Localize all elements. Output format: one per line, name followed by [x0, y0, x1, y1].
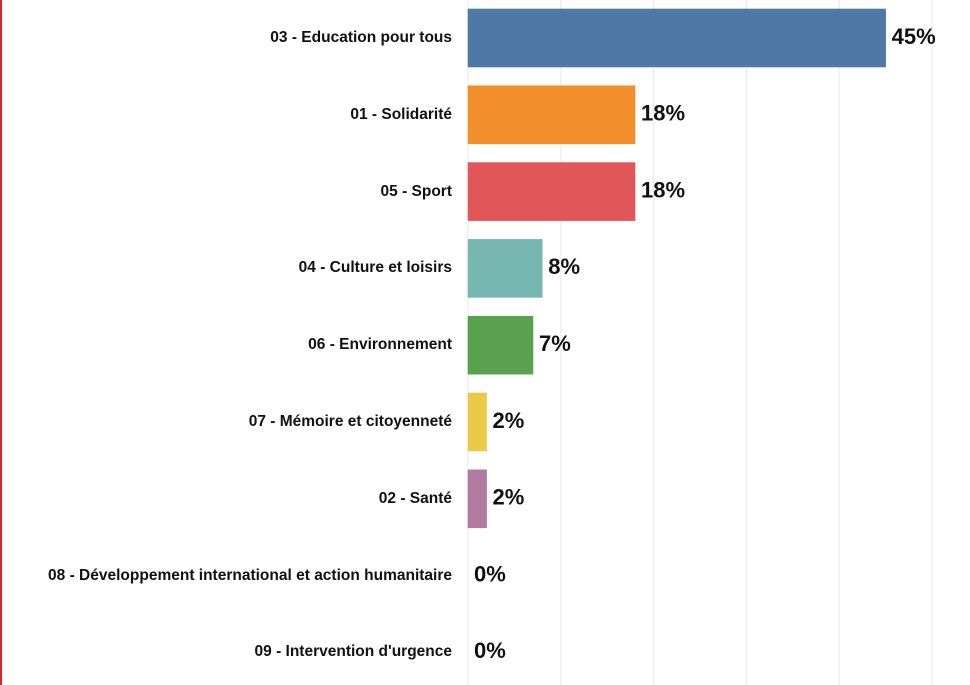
category-label: 07 - Mémoire et citoyenneté	[248, 413, 452, 430]
value-label: 18%	[641, 177, 685, 202]
category-label: 09 - Intervention d'urgence	[254, 643, 452, 661]
bar	[467, 85, 636, 145]
category-label: 02 - Santé	[378, 489, 452, 507]
category-label: 03 - Education pour tous	[270, 29, 452, 46]
category-label: 04 - Culture et loisirs	[298, 259, 452, 277]
bar	[467, 392, 487, 452]
value-label: 0%	[474, 638, 506, 663]
category-label: 08 - Développement international et acti…	[48, 566, 452, 584]
bar	[467, 469, 487, 529]
bar	[467, 239, 543, 298]
category-label: 06 - Environnement	[308, 336, 452, 354]
value-label: 18%	[641, 101, 685, 126]
value-label: 0%	[474, 561, 506, 586]
category-label: 01 - Solidarité	[350, 105, 452, 123]
bar	[467, 8, 886, 68]
value-label: 7%	[539, 331, 571, 356]
category-label: 05 - Sport	[380, 182, 452, 200]
bar	[467, 162, 636, 221]
value-label: 45%	[892, 24, 936, 49]
value-label: 2%	[493, 408, 525, 433]
bar	[467, 315, 534, 375]
value-label: 8%	[548, 254, 580, 279]
value-label: 2%	[493, 485, 525, 510]
